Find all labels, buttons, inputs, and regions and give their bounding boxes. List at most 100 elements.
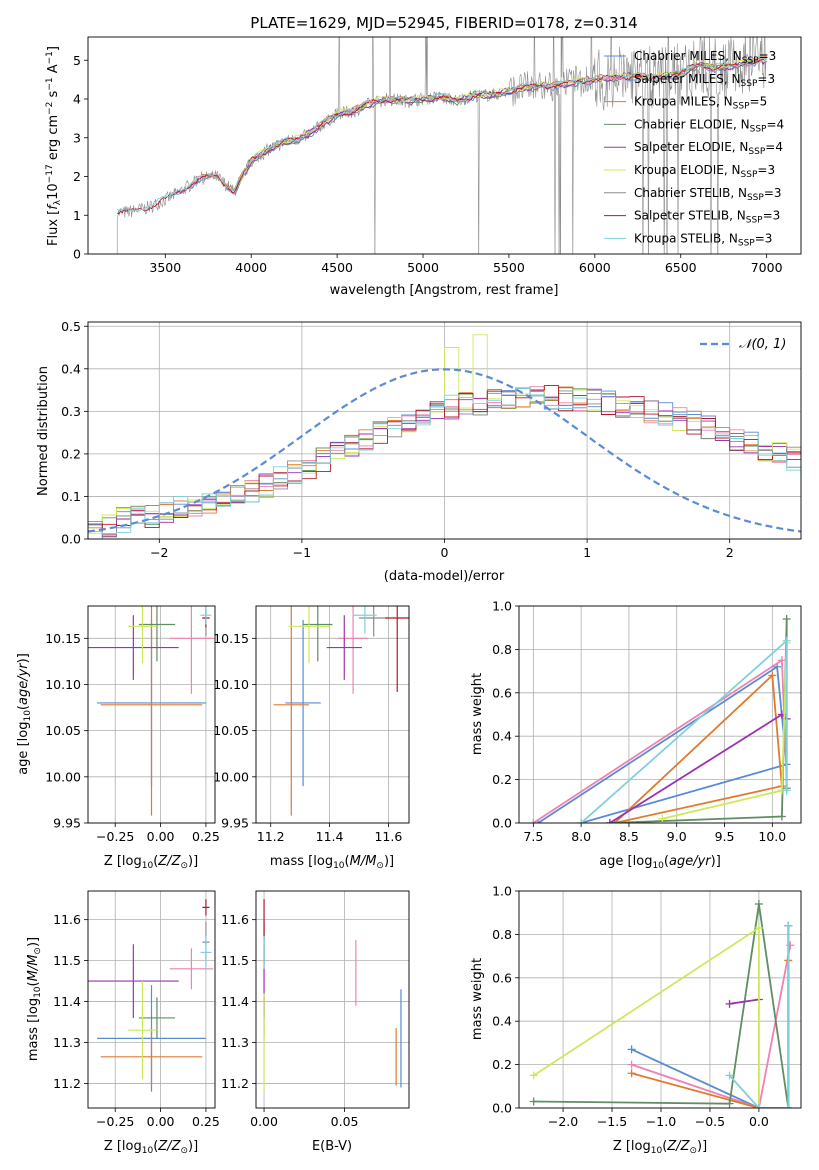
histogram-step-salpeter_elodie — [88, 387, 801, 538]
axes-age_vs_mass: 11.2 11.4 11.6 9.95 10.00 10.05 10.10 10.15 — [213, 605, 410, 844]
x-axis-label: mass [log10(M/M⊙)] — [270, 854, 394, 871]
y-tick-label: 0.4 — [61, 361, 81, 376]
x-axis-label-part: )] — [188, 1139, 198, 1154]
weight-marker-chabrier_elodie — [529, 1097, 538, 1106]
weight-line-kroupa_miles — [613, 673, 783, 823]
y-tick-label: 1.0 — [492, 599, 512, 614]
y-axis-label-part: s — [46, 90, 61, 101]
legend-label-chabrier_miles-part: Chabrier MILES, N — [634, 49, 742, 63]
model-line-kroupa_elodie — [233, 58, 767, 193]
x-tick-label: 0.00 — [250, 1114, 278, 1129]
y-tick-label: 0.5 — [61, 319, 81, 334]
x-axis-label-part: 10 — [142, 861, 154, 871]
x-tick-label: −1 — [293, 545, 311, 560]
x-tick-label: 11.6 — [374, 829, 402, 844]
legend-label-salpeter_miles: Salpeter MILES, NSSP=3 — [634, 72, 775, 89]
legend-label-salpeter_miles-part: =3 — [757, 72, 775, 86]
y-axis-label-part: mass [log — [26, 998, 41, 1061]
y-axis-label-part: 10 — [46, 183, 61, 200]
y-tick-label: 10.00 — [45, 769, 81, 784]
x-tick-label: 11.2 — [257, 829, 285, 844]
x-tick-label: −2 — [150, 545, 168, 560]
legend-label-chabrier_elodie-part: Chabrier ELODIE, N — [634, 117, 750, 131]
y-tick-label: 11.6 — [221, 912, 249, 927]
axes-frame — [87, 321, 802, 540]
y-tick-label: 0.8 — [492, 927, 512, 942]
legend-label-salpeter_miles-part: SSP — [741, 79, 758, 89]
x-tick-label: 10.0 — [758, 829, 786, 844]
x-axis-label-part: )] — [697, 1139, 707, 1154]
y-tick-label: 0.0 — [61, 532, 81, 547]
plot-area — [263, 899, 402, 1092]
axes-frame — [87, 36, 802, 255]
plot-area — [88, 899, 214, 1092]
weight-marker-salpeter_miles — [529, 819, 538, 823]
y-tick-label: 10.10 — [213, 677, 249, 692]
y-tick-label: 1 — [73, 208, 81, 223]
x-tick-label: 4000 — [235, 260, 267, 275]
x-axis-label: age [log10(age/yr)] — [599, 854, 721, 871]
x-tick-label: 7000 — [751, 260, 783, 275]
x-axis-label-part: mass [log — [270, 854, 333, 869]
y-tick-label: 0.6 — [492, 685, 512, 700]
y-tick-label: 3 — [73, 130, 81, 145]
weight-marker-salpeter_miles — [627, 1060, 636, 1069]
x-axis-label: Z [log10(Z/Z⊙)] — [104, 854, 198, 871]
legend-label-kroupa_miles: Kroupa MILES, NSSP=5 — [634, 95, 767, 112]
y-tick-label: 11.3 — [53, 1035, 81, 1050]
legend-label-salpeter_elodie-part: Salpeter ELODIE, N — [634, 140, 748, 154]
weight-marker-kroupa_stelib — [784, 921, 793, 930]
histogram-step-chabrier_miles — [88, 389, 801, 539]
normal-curve — [88, 368, 801, 533]
weight-marker-chabrier_elodie — [754, 900, 763, 909]
weight-marker-salpeter_elodie — [725, 999, 734, 1008]
legend-label-chabrier_stelib: Chabrier STELIB, NSSP=3 — [634, 186, 782, 203]
x-tick-label: 0.00 — [147, 1114, 175, 1129]
y-tick-label: 0.2 — [492, 1057, 512, 1072]
x-axis-label-part: ( — [153, 854, 158, 869]
y-axis-label-part: 10 — [23, 710, 33, 722]
y-tick-label: 0 — [73, 247, 81, 262]
axes-mass_vs_Z: −0.25 0.00 0.25 11.2 11.3 11.4 11.5 11.6 — [53, 890, 220, 1129]
weight-line-salpeter_elodie — [729, 998, 760, 1005]
plot-area — [88, 606, 214, 816]
y-axis-label-part: M/M — [26, 955, 41, 982]
x-axis-label-part: 10 — [651, 1146, 663, 1156]
weight-marker-kroupa_stelib — [782, 786, 791, 795]
x-axis-label-part: ⊙ — [180, 1146, 188, 1156]
y-tick-label: 10.15 — [213, 631, 249, 646]
plot-area — [529, 900, 795, 1108]
legend-label-kroupa_stelib-part: Kroupa STELIB, N — [634, 231, 738, 245]
y-tick-label: 0.2 — [61, 446, 81, 461]
x-tick-label: 0.25 — [192, 1114, 220, 1129]
legend-label-chabrier_elodie-part: SSP — [750, 124, 767, 134]
y-tick-label: 0.1 — [61, 489, 81, 504]
weight-line-salpeter_miles — [631, 945, 792, 1108]
x-axis-label-part: Z [log — [104, 1139, 142, 1154]
x-axis-label-part: Z/Z — [157, 1139, 181, 1154]
y-tick-label: 10.05 — [45, 723, 81, 738]
y-axis-label-part: −1 — [45, 77, 55, 90]
x-axis-label-part: ( — [664, 854, 669, 869]
y-axis-label-part: ⊙ — [33, 947, 43, 955]
x-axis-label-part: )] — [188, 854, 198, 869]
x-axis-label-part: Z/Z — [157, 854, 181, 869]
axes-frame — [87, 890, 216, 1109]
x-axis-label-part: ( — [662, 1139, 667, 1154]
legend-label-kroupa_stelib-part: SSP — [738, 238, 755, 248]
y-tick-label: 0.4 — [492, 1014, 512, 1029]
x-tick-label: 8.0 — [571, 829, 591, 844]
x-axis-label-part: 10 — [652, 861, 664, 871]
x-axis-label-part: Z [log — [104, 854, 142, 869]
y-tick-label: 0.0 — [492, 816, 512, 831]
legend-label-normal: 𝒩(0, 1) — [739, 337, 786, 352]
x-axis-label: Z [log10(Z/Z⊙)] — [104, 1139, 198, 1156]
y-tick-label: 11.2 — [53, 1076, 81, 1091]
axes-spectrum: 3500 4000 4500 5000 5500 6000 6500 7000 0 1 2 3 4 5 — [73, 36, 802, 275]
y-tick-label: 10.15 — [45, 631, 81, 646]
y-axis-label-part: age/yr — [16, 662, 31, 705]
weight-marker-kroupa_stelib — [782, 636, 791, 645]
axes-frame — [255, 605, 410, 824]
x-tick-label: 1 — [583, 545, 591, 560]
